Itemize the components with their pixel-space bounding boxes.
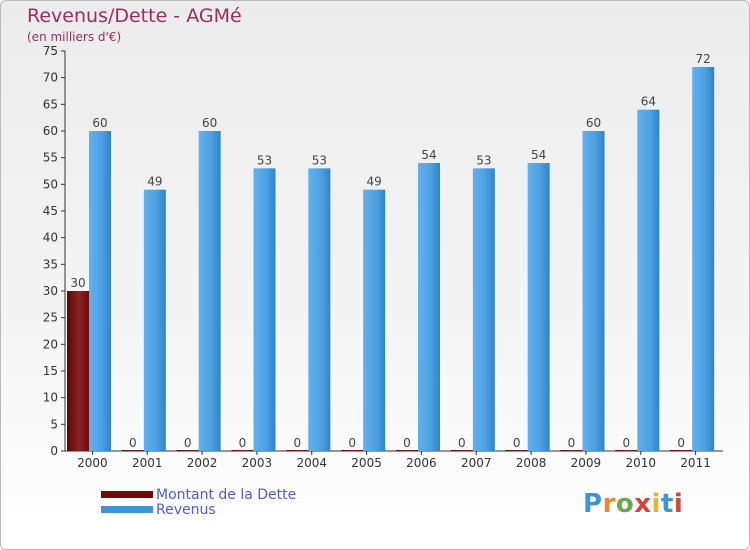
logo-letter: r (602, 489, 616, 519)
debt-bar (67, 291, 89, 451)
revenue-value-label: 53 (312, 153, 327, 167)
debt-bar (341, 450, 364, 451)
debt-bar (505, 450, 528, 451)
debt-bar (560, 450, 583, 451)
x-tick-label: 2003 (242, 456, 273, 470)
bars (67, 67, 715, 452)
revenue-value-label: 49 (367, 175, 382, 189)
y-tick-label: 15 (43, 364, 58, 378)
proxiti-logo: Proxiti (583, 489, 683, 519)
x-tick-label: 2000 (77, 456, 108, 470)
debt-bar (176, 450, 199, 451)
debt-bar (396, 450, 418, 451)
debt-value-label: 0 (513, 436, 521, 450)
y-tick-label: 0 (50, 444, 58, 458)
revenue-bar (308, 168, 331, 452)
y-tick-label: 75 (43, 44, 58, 58)
y-tick-label: 65 (43, 97, 58, 111)
debt-value-label: 0 (348, 436, 356, 450)
y-tick-label: 50 (43, 177, 58, 191)
y-tick-label: 70 (43, 71, 58, 85)
x-tick-label: 2006 (406, 456, 437, 470)
revenue-value-label: 60 (202, 116, 217, 130)
y-tick-label: 60 (43, 124, 58, 138)
legend-label-debt: Montant de la Dette (156, 486, 297, 503)
debt-value-label: 0 (677, 436, 685, 450)
debt-bar (121, 450, 144, 451)
debt-bar (286, 450, 309, 451)
revenue-bar (198, 131, 221, 451)
chart-title: Revenus/Dette - AGMé (27, 5, 242, 27)
debt-value-label: 0 (403, 436, 411, 450)
revenue-bar (143, 189, 166, 451)
revenue-value-label: 53 (476, 153, 491, 167)
revenue-value-label: 60 (92, 116, 107, 130)
revenue-value-label: 72 (696, 52, 711, 66)
x-tick-label: 2010 (625, 456, 656, 470)
y-tick-label: 30 (43, 284, 58, 298)
y-tick-label: 25 (43, 311, 58, 325)
y-tick-label: 5 (50, 417, 58, 431)
logo-letter: i (673, 489, 684, 519)
revenue-bar (472, 168, 495, 452)
legend: Montant de la Dette Revenus (101, 486, 297, 518)
x-tick-label: 2008 (516, 456, 547, 470)
debt-value-label: 0 (294, 436, 302, 450)
revenue-bar (692, 67, 715, 451)
logo-letter: t (660, 489, 674, 519)
logo-letter: P (583, 489, 603, 519)
legend-swatch-debt (101, 491, 153, 498)
logo-letter: x (634, 489, 652, 519)
revenue-value-label: 53 (257, 153, 272, 167)
legend-item-revenue: Revenus (101, 501, 296, 518)
revenue-value-label: 54 (531, 148, 546, 162)
revenue-value-label: 49 (147, 175, 162, 189)
x-tick-label: 2005 (351, 456, 382, 470)
logo-letter: i (651, 489, 661, 519)
logo-letter: o (615, 489, 635, 519)
axes: 0 5 10 15 20 25 30 35 40 45 50 55 60 65 70 75 2000 2001 20… (43, 44, 723, 470)
y-tick-label: 10 (43, 391, 58, 405)
y-tick-label: 45 (43, 204, 58, 218)
debt-value-label: 0 (239, 436, 247, 450)
revenue-value-label: 60 (586, 116, 601, 130)
revenue-bar (582, 131, 605, 451)
debt-bar (231, 450, 254, 451)
debt-value-label: 30 (70, 276, 85, 290)
debt-value-label: 0 (458, 436, 466, 450)
debt-value-label: 0 (623, 436, 631, 450)
revenue-bar (89, 131, 111, 451)
revenue-value-label: 64 (641, 95, 656, 109)
debt-value-label: 0 (184, 436, 192, 450)
x-tick-label: 2007 (461, 456, 492, 470)
debt-value-label: 0 (129, 436, 137, 450)
revenue-value-label: 54 (421, 148, 436, 162)
x-tick-label: 2009 (571, 456, 602, 470)
revenue-bar (637, 109, 660, 452)
revenue-bar (363, 189, 386, 451)
y-tick-label: 35 (43, 257, 58, 271)
y-tick-label: 55 (43, 151, 58, 165)
revenue-bar (418, 163, 440, 451)
y-tick-label: 20 (43, 337, 58, 351)
debt-bar (670, 450, 693, 451)
debt-value-label: 0 (568, 436, 576, 450)
legend-label-revenue: Revenus (156, 501, 216, 518)
legend-item-debt: Montant de la Dette (101, 486, 297, 503)
x-tick-label: 2002 (187, 456, 218, 470)
debt-bar (615, 450, 638, 451)
revenue-bar (253, 168, 276, 452)
revenue-bar (527, 163, 550, 451)
chart-subtitle: (en milliers d'€) (27, 30, 122, 44)
x-tick-label: 2011 (680, 456, 711, 470)
x-tick-label: 2001 (132, 456, 163, 470)
x-tick-label: 2004 (296, 456, 327, 470)
y-tick-label: 40 (43, 231, 58, 245)
legend-swatch-revenue (101, 506, 153, 513)
debt-bar (450, 450, 473, 451)
data-labels: 30 60 0 49 0 60 0 53 0 53 0 49 0 54 0 53 0 54 0 60 0 64 0 72 (70, 52, 710, 450)
